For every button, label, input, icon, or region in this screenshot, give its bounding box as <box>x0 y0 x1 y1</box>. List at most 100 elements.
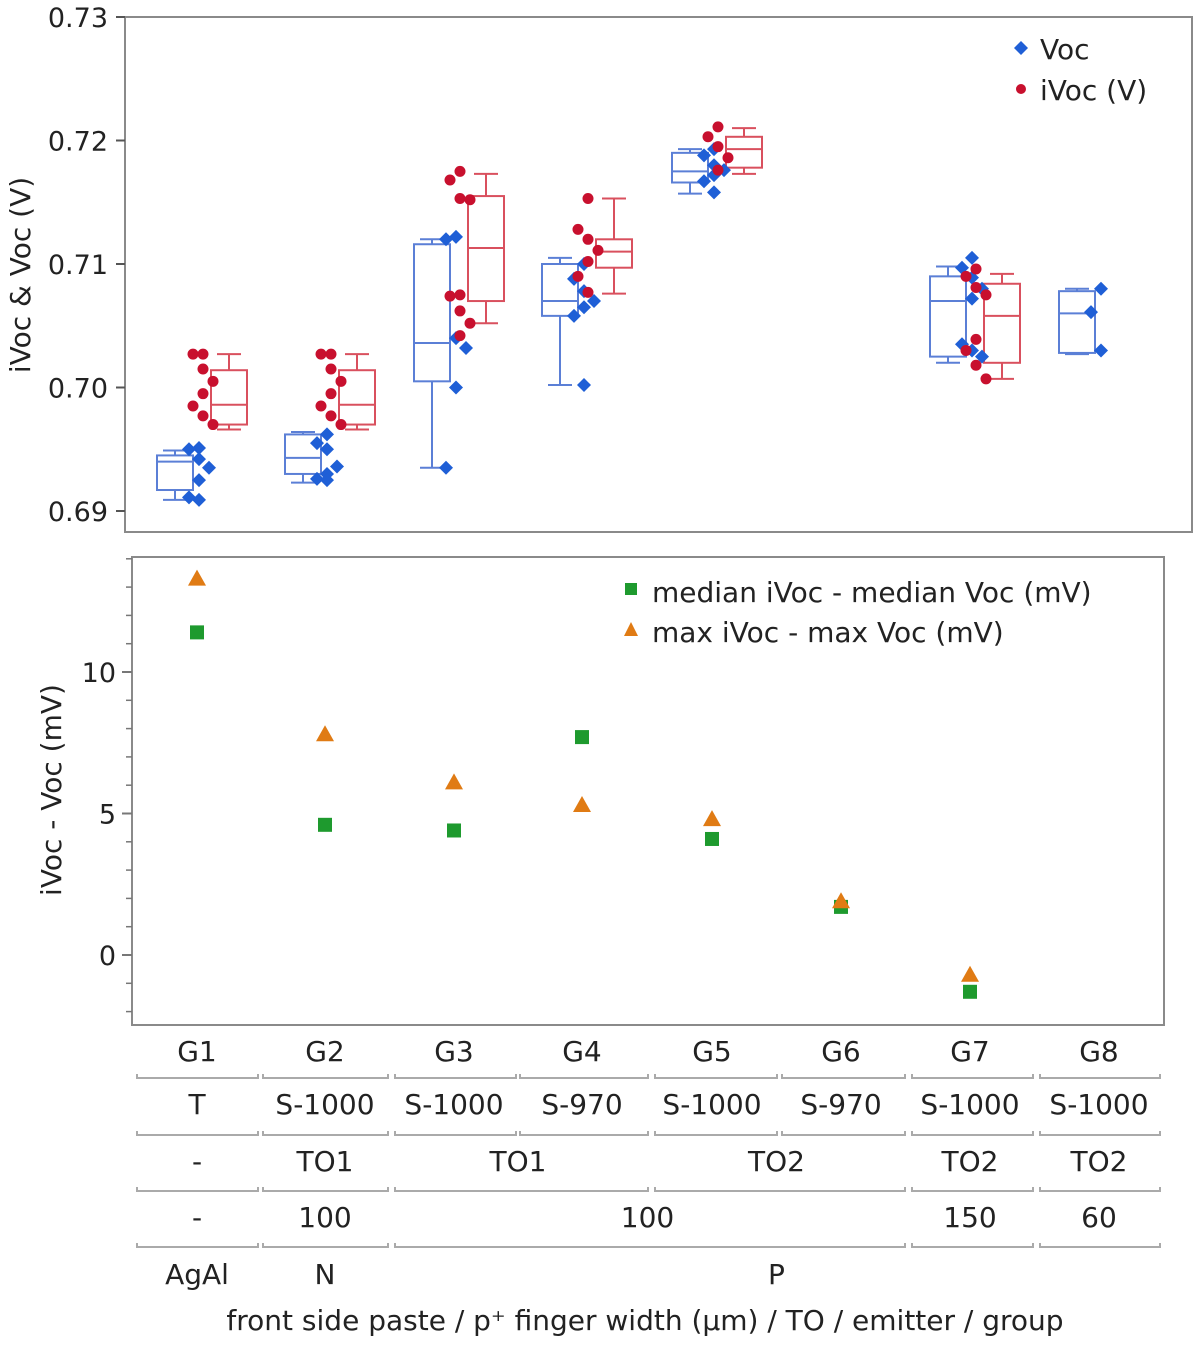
box-iqr <box>338 369 376 426</box>
ivoc-point <box>582 286 594 298</box>
median-diff-point <box>963 984 977 999</box>
ivoc-boxplot <box>467 172 505 325</box>
table-separator <box>654 1131 778 1136</box>
group-label: G1 <box>177 1035 217 1068</box>
finger-width-label: 150 <box>943 1201 996 1234</box>
top-points <box>182 121 1108 507</box>
top-y-tick-label: 0.69 <box>48 497 108 528</box>
bottom-chart: 0 5 10 iVoc - Voc (mV) median iVoc - media… <box>35 556 1165 1026</box>
voc-point <box>1094 343 1108 358</box>
voc-boxplot <box>156 449 194 501</box>
ivoc-point <box>454 193 466 205</box>
ivoc-point <box>454 289 466 301</box>
legend-voc-marker <box>1014 41 1028 55</box>
voc-point <box>587 294 601 309</box>
voc-point <box>707 185 721 200</box>
table-separator <box>136 1187 259 1192</box>
ivoc-point <box>592 244 604 256</box>
voc-point <box>202 460 216 475</box>
table-separator <box>1039 1131 1161 1136</box>
voc-point <box>182 442 196 457</box>
table-separator <box>519 1074 649 1079</box>
ivoc-point <box>325 388 337 400</box>
voc-point <box>192 441 206 456</box>
table-separator <box>1039 1074 1161 1079</box>
ivoc-point <box>335 375 347 387</box>
voc-point <box>697 148 711 163</box>
ivoc-boxplot <box>210 353 248 431</box>
box-iqr <box>210 369 248 426</box>
ivoc-point <box>960 270 972 282</box>
ivoc-point <box>970 281 982 293</box>
max-diff-point <box>445 773 463 790</box>
group-label: G4 <box>562 1035 602 1068</box>
table-separator <box>262 1243 389 1248</box>
voc-boxplot <box>284 430 322 484</box>
paste-label: S-1000 <box>920 1088 1019 1121</box>
table-separator <box>136 1131 259 1136</box>
top-boxplots <box>156 127 1096 501</box>
finger-width-label: 100 <box>298 1201 351 1234</box>
table-separator <box>781 1074 906 1079</box>
table-separator <box>262 1131 389 1136</box>
table-separator <box>136 1243 259 1248</box>
top-y-tick-label: 0.70 <box>48 374 108 405</box>
ivoc-point <box>197 348 209 360</box>
ivoc-point <box>197 388 209 400</box>
box-iqr <box>541 263 579 317</box>
x-axis-title: front side paste / p⁺ finger width (µm) … <box>226 1304 1063 1337</box>
box-iqr <box>929 275 967 358</box>
median-diff-point <box>575 730 589 745</box>
bottom-y-tick-label: 10 <box>82 658 116 689</box>
table-separator <box>911 1187 1034 1192</box>
ivoc-point <box>980 373 992 385</box>
voc-boxplot <box>413 238 451 469</box>
top-y-tick-label: 0.73 <box>48 3 108 34</box>
bottom-y-axis-title: iVoc - Voc (mV) <box>35 684 68 896</box>
ivoc-point <box>722 152 734 164</box>
ivoc-point <box>325 363 337 375</box>
legend-max-label: max iVoc - max Voc (mV) <box>652 616 1004 649</box>
table-separator <box>394 1243 906 1248</box>
voc-point <box>439 232 453 247</box>
box-iqr <box>413 243 451 383</box>
paste-label: S-1000 <box>275 1088 374 1121</box>
max-diff-point <box>703 810 721 827</box>
ivoc-point <box>197 410 209 422</box>
box-iqr <box>1058 290 1096 354</box>
ivoc-point <box>980 289 992 301</box>
voc-point <box>697 174 711 189</box>
bottom-y-tick-label: 0 <box>99 941 116 972</box>
group-label: G7 <box>950 1035 990 1068</box>
voc-boxplot <box>671 148 709 195</box>
bottom-y-axis: 0 5 10 <box>82 558 132 1013</box>
top-legend: Voc iVoc (V) <box>1014 33 1147 107</box>
legend-max-marker <box>624 622 638 636</box>
ivoc-point <box>315 348 327 360</box>
median-diff-point <box>447 823 461 838</box>
ivoc-point <box>572 223 584 235</box>
table-separator <box>262 1074 389 1079</box>
box-iqr <box>284 433 322 475</box>
to-label: TO2 <box>941 1145 999 1178</box>
voc-point <box>459 340 473 355</box>
voc-point <box>310 471 324 486</box>
bottom-y-tick-label: 5 <box>99 800 116 831</box>
ivoc-point <box>325 410 337 422</box>
ivoc-point <box>454 330 466 342</box>
max-diff-point <box>573 796 591 813</box>
group-label: G8 <box>1079 1035 1119 1068</box>
ivoc-point <box>464 317 476 329</box>
box-iqr <box>725 135 763 169</box>
ivoc-boxplot <box>983 272 1021 380</box>
voc-point <box>330 459 344 474</box>
group-label: G2 <box>305 1035 345 1068</box>
to-label: TO1 <box>489 1145 547 1178</box>
ivoc-point <box>582 193 594 205</box>
voc-point <box>975 349 989 364</box>
ivoc-point <box>712 121 724 133</box>
ivoc-point <box>444 290 456 302</box>
table-separator <box>394 1187 649 1192</box>
table-separator <box>911 1131 1034 1136</box>
voc-point <box>439 460 453 475</box>
